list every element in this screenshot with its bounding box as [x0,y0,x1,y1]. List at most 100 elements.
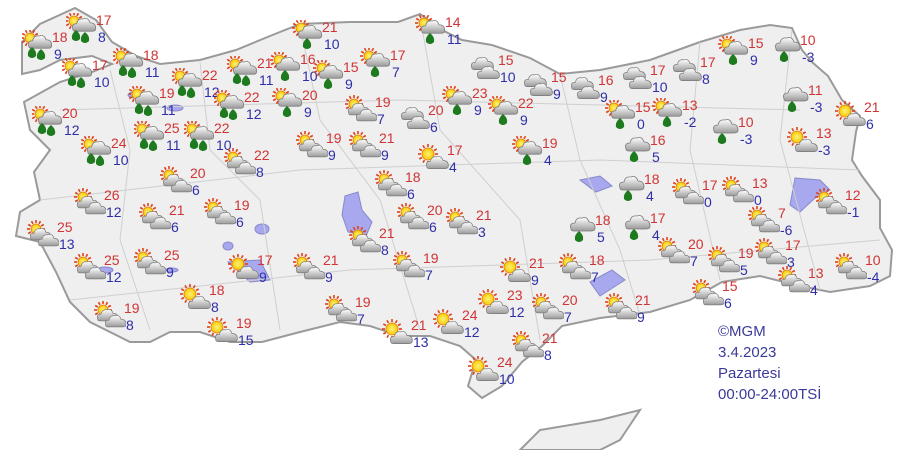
station-forecast: 19 7 [345,95,405,131]
cloudy-rain-icon [625,137,651,162]
max-temperature: 17 [92,57,108,73]
station-forecast: 25 12 [74,253,134,289]
station-forecast: 20 6 [160,166,220,202]
mostly-sunny-icon [478,289,509,314]
station-forecast: 18 5 [565,213,625,249]
mostly-sunny-icon [418,144,449,169]
min-temperature: 12 [464,324,480,340]
station-forecast: 18 9 [22,30,82,66]
min-temperature: 11 [447,31,462,47]
min-temperature: 9 [520,112,528,128]
partly-cloudy-icon [345,95,377,122]
station-forecast: 20 6 [398,103,458,139]
station-forecast: 16 10 [270,52,330,88]
min-temperature: 10 [652,79,668,95]
station-forecast: 19 6 [204,198,264,234]
station-forecast: 22 12 [214,90,274,126]
max-temperature: 11 [808,82,823,98]
station-forecast: 17 10 [62,58,122,94]
station-forecast: 17 7 [360,48,420,84]
station-forecast: 22 10 [184,121,244,157]
min-temperature: 3 [478,224,486,240]
map-credit: ©MGM 3.4.2023 Pazartesi 00:00-24:00TSİ [718,321,821,405]
min-temperature: 9 [304,104,312,120]
partly-cloudy-icon [708,246,740,273]
min-temperature: 5 [652,149,660,165]
partly-cloudy-icon [224,148,256,175]
max-temperature: 19 [738,245,754,261]
station-forecast: 17 4 [417,143,477,179]
max-temperature: 19 [234,197,250,213]
forecast-date: 3.4.2023 [718,344,777,361]
max-temperature: 13 [752,175,768,191]
partly-cloudy-icon [835,253,867,280]
station-forecast: 10 -3 [770,33,830,69]
max-temperature: 15 [635,99,651,115]
mostly-sunny-icon [787,127,818,152]
station-forecast: 10 -4 [835,253,895,289]
partly-cloudy-rain-icon [652,98,683,127]
min-temperature: 0 [637,116,645,132]
partly-cloudy-icon [74,253,106,280]
max-temperature: 13 [816,125,832,141]
min-temperature: -2 [684,114,697,130]
max-temperature: 20 [688,236,704,252]
cloudy-icon [570,77,600,99]
max-temperature: 18 [143,47,159,63]
max-temperature: 24 [111,135,127,151]
max-temperature: 10 [865,252,881,268]
max-temperature: 15 [498,52,514,68]
max-temperature: 21 [322,19,338,35]
min-temperature: -3 [802,49,815,65]
cloudy-rain-icon [775,37,801,62]
partly-cloudy-icon [204,198,236,225]
max-temperature: 24 [497,354,513,370]
station-forecast: 12 -1 [815,188,875,224]
station-forecast: 13 0 [722,176,782,212]
min-temperature: 6 [429,219,437,235]
station-forecast: 21 13 [381,318,441,354]
max-temperature: 18 [589,252,605,268]
min-temperature: 10 [499,371,515,387]
max-temperature: 17 [700,54,716,70]
min-temperature: 8 [126,317,134,333]
station-forecast: 17 0 [672,178,732,214]
partly-cloudy-icon [778,266,810,293]
partly-cloudy-icon [293,253,325,280]
station-forecast: 19 7 [325,295,385,331]
max-temperature: 12 [845,187,861,203]
min-temperature: 9 [750,52,758,68]
min-temperature: 5 [597,229,605,245]
station-forecast: 17 10 [620,63,680,99]
partly-cloudy-icon [393,251,425,278]
min-temperature: 11 [259,72,274,88]
max-temperature: 22 [254,147,270,163]
max-temperature: 19 [124,300,140,316]
partly-cloudy-icon [446,208,478,235]
max-temperature: 21 [379,130,395,146]
max-temperature: 7 [778,205,786,221]
max-temperature: 25 [57,219,73,235]
mostly-sunny-icon [207,317,238,342]
station-forecast: 24 12 [432,308,492,344]
station-forecast: 21 9 [293,253,353,289]
partly-cloudy-rain-showers-icon [22,30,53,60]
max-temperature: 19 [159,85,175,101]
mostly-sunny-icon [180,284,211,309]
min-temperature: 12 [106,269,122,285]
station-forecast: 19 7 [393,251,453,287]
min-temperature: 9 [637,309,645,325]
min-temperature: 12 [204,84,220,100]
max-temperature: 13 [808,265,824,281]
min-temperature: 0 [754,192,762,208]
station-forecast: 16 5 [620,133,680,169]
partly-cloudy-rain-showers-icon [62,58,93,88]
min-temperature: 9 [474,102,482,118]
partly-cloudy-icon [672,178,704,205]
station-forecast: 20 12 [32,106,92,142]
partly-cloudy-icon [748,206,780,233]
cyprus [518,408,643,450]
station-forecast: 18 7 [559,253,619,289]
cloudy-rain-icon [625,215,651,240]
